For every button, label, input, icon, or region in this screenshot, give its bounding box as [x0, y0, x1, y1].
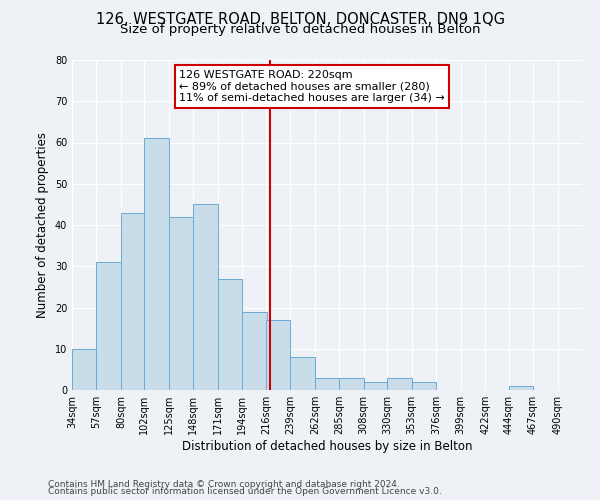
Bar	[97, 262, 121, 390]
Bar	[364, 382, 388, 390]
Bar	[290, 357, 315, 390]
Text: Contains HM Land Registry data © Crown copyright and database right 2024.: Contains HM Land Registry data © Crown c…	[48, 480, 400, 489]
Text: Size of property relative to detached houses in Belton: Size of property relative to detached ho…	[120, 22, 480, 36]
Bar	[169, 217, 193, 390]
Bar	[242, 312, 267, 390]
Bar	[121, 212, 145, 390]
Bar	[339, 378, 364, 390]
Bar	[266, 320, 290, 390]
Y-axis label: Number of detached properties: Number of detached properties	[36, 132, 49, 318]
Bar	[315, 378, 339, 390]
Bar	[193, 204, 218, 390]
Text: Contains public sector information licensed under the Open Government Licence v3: Contains public sector information licen…	[48, 488, 442, 496]
Bar	[218, 278, 242, 390]
Bar	[145, 138, 169, 390]
Bar	[412, 382, 436, 390]
Bar	[387, 378, 412, 390]
Bar	[509, 386, 533, 390]
Bar	[72, 349, 97, 390]
X-axis label: Distribution of detached houses by size in Belton: Distribution of detached houses by size …	[182, 440, 472, 453]
Text: 126 WESTGATE ROAD: 220sqm
← 89% of detached houses are smaller (280)
11% of semi: 126 WESTGATE ROAD: 220sqm ← 89% of detac…	[179, 70, 445, 103]
Text: 126, WESTGATE ROAD, BELTON, DONCASTER, DN9 1QG: 126, WESTGATE ROAD, BELTON, DONCASTER, D…	[95, 12, 505, 28]
